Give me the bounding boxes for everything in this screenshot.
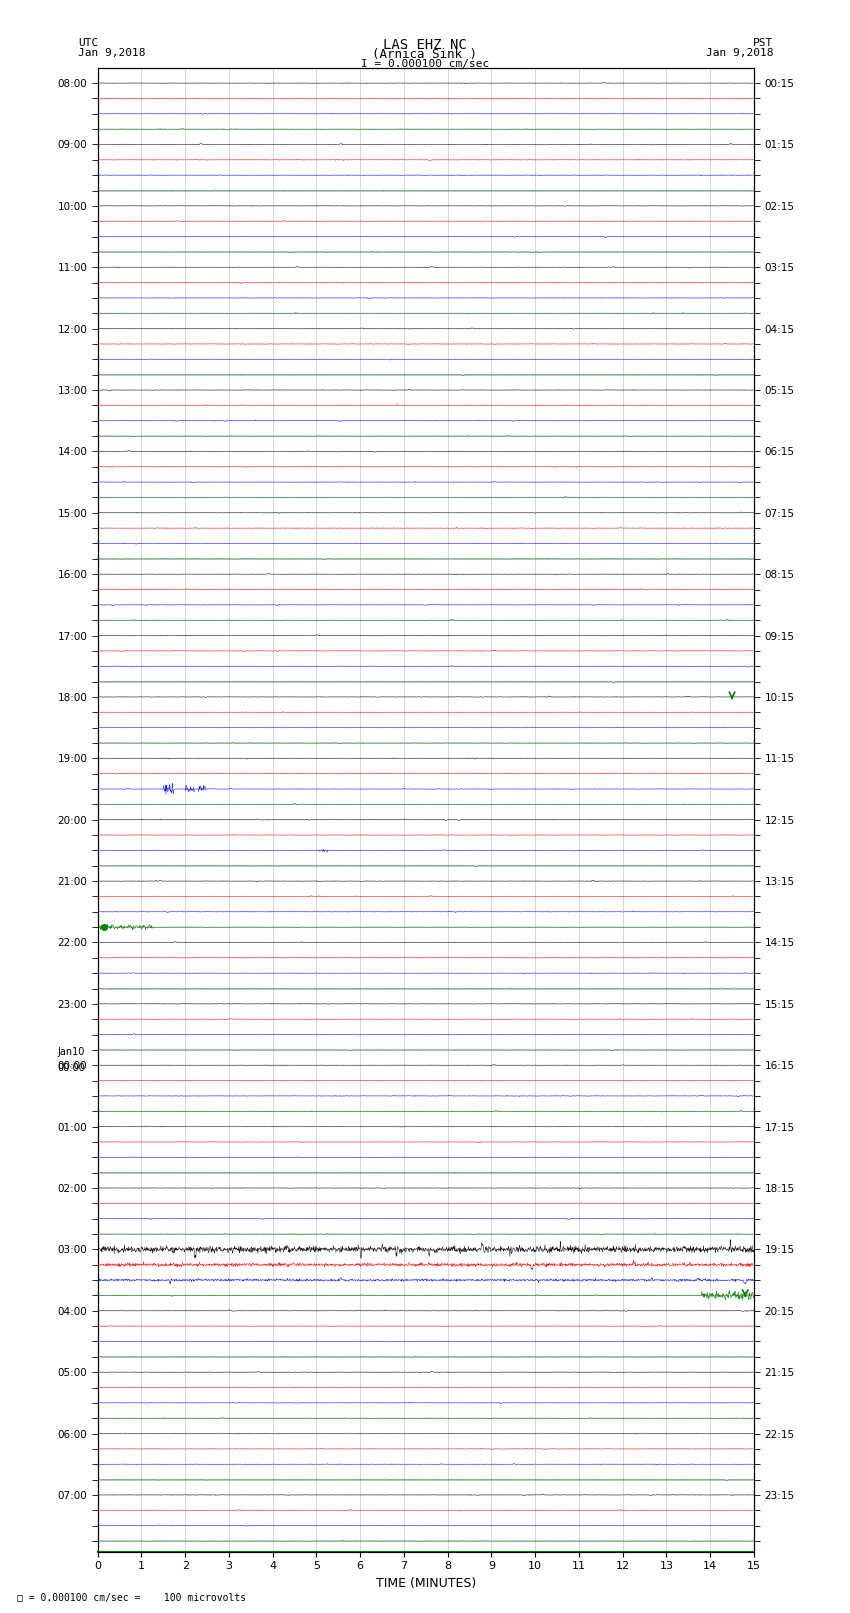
Text: Jan10: Jan10 [57,1047,85,1057]
Text: Jan 9,2018: Jan 9,2018 [706,48,774,58]
X-axis label: TIME (MINUTES): TIME (MINUTES) [376,1578,476,1590]
Text: PST: PST [753,37,774,48]
Text: 00:00: 00:00 [57,1063,85,1073]
Text: □ = 0.000100 cm/sec =    100 microvolts: □ = 0.000100 cm/sec = 100 microvolts [17,1594,246,1603]
Text: LAS EHZ NC: LAS EHZ NC [383,37,467,52]
Text: Jan 9,2018: Jan 9,2018 [78,48,145,58]
Text: UTC: UTC [78,37,99,48]
Text: I = 0.000100 cm/sec: I = 0.000100 cm/sec [361,58,489,69]
Text: (Arnica Sink ): (Arnica Sink ) [372,48,478,61]
